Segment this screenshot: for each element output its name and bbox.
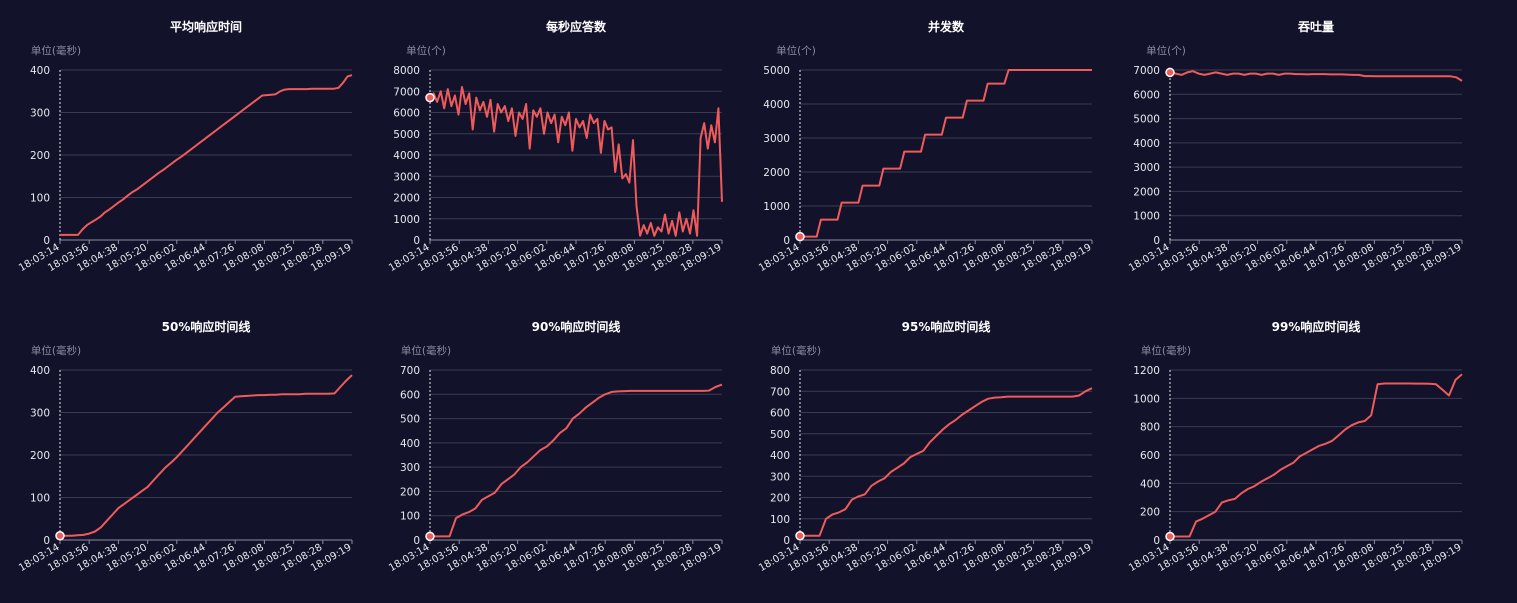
chart-5: 50%响应时间线单位(毫秒)010020030040018:03:1418:03… bbox=[17, 319, 353, 574]
y-tick-label: 1000 bbox=[1133, 211, 1160, 223]
y-tick-label: 1000 bbox=[393, 214, 420, 226]
y-tick-label: 6000 bbox=[1133, 89, 1160, 101]
y-tick-label: 600 bbox=[1140, 450, 1160, 462]
series-line bbox=[1170, 373, 1463, 538]
y-tick-label: 3000 bbox=[393, 171, 420, 183]
y-tick-label: 600 bbox=[400, 389, 420, 401]
y-tick-label: 7000 bbox=[1133, 65, 1160, 77]
y-tick-label: 0 bbox=[783, 235, 790, 247]
y-tick-label: 300 bbox=[30, 108, 50, 120]
y-tick-label: 5000 bbox=[393, 129, 420, 141]
chart-unit: 单位(毫秒) bbox=[401, 344, 451, 357]
y-tick-label: 100 bbox=[400, 511, 420, 523]
chart-7: 95%响应时间线单位(毫秒)01002003004005006007008001… bbox=[757, 319, 1093, 574]
y-tick-label: 400 bbox=[30, 365, 50, 377]
y-tick-label: 800 bbox=[1140, 422, 1160, 434]
chart-title: 平均响应时间 bbox=[170, 19, 242, 34]
y-tick-label: 2000 bbox=[393, 193, 420, 205]
y-tick-label: 1000 bbox=[1133, 393, 1160, 405]
chart-title: 50%响应时间线 bbox=[162, 319, 251, 334]
y-tick-label: 0 bbox=[783, 535, 790, 547]
y-tick-label: 6000 bbox=[393, 108, 420, 120]
series-line bbox=[60, 374, 353, 537]
y-tick-label: 4000 bbox=[393, 150, 420, 162]
y-tick-label: 500 bbox=[400, 414, 420, 426]
y-tick-label: 800 bbox=[770, 365, 790, 377]
y-tick-label: 400 bbox=[1140, 478, 1160, 490]
y-tick-label: 2000 bbox=[1133, 186, 1160, 198]
y-tick-label: 200 bbox=[1140, 507, 1160, 519]
y-tick-label: 100 bbox=[770, 514, 790, 526]
chart-unit: 单位(个) bbox=[776, 44, 816, 57]
chart-3: 并发数单位(个)01000200030004000500018:03:1418:… bbox=[757, 19, 1093, 274]
chart-title: 吞吐量 bbox=[1298, 19, 1334, 34]
y-tick-label: 700 bbox=[770, 386, 790, 398]
start-point-marker bbox=[55, 531, 65, 541]
y-tick-label: 400 bbox=[400, 438, 420, 450]
y-tick-label: 4000 bbox=[1133, 138, 1160, 150]
y-tick-label: 300 bbox=[770, 471, 790, 483]
chart-title: 95%响应时间线 bbox=[902, 319, 991, 334]
y-tick-label: 500 bbox=[770, 429, 790, 441]
start-point-marker bbox=[1165, 531, 1175, 542]
y-tick-label: 3000 bbox=[763, 133, 790, 145]
y-tick-label: 400 bbox=[770, 450, 790, 462]
y-tick-label: 100 bbox=[30, 193, 50, 205]
y-tick-label: 0 bbox=[413, 535, 420, 547]
series-line bbox=[429, 86, 723, 237]
y-tick-label: 200 bbox=[30, 450, 50, 462]
y-tick-label: 700 bbox=[400, 365, 420, 377]
y-tick-label: 200 bbox=[400, 486, 420, 498]
y-tick-label: 0 bbox=[1153, 535, 1160, 547]
y-tick-label: 5000 bbox=[1133, 114, 1160, 126]
chart-1: 平均响应时间单位(毫秒)010020030040018:03:1418:03:5… bbox=[17, 19, 353, 274]
start-point-marker bbox=[795, 231, 805, 242]
chart-title: 90%响应时间线 bbox=[532, 319, 621, 334]
y-tick-label: 1000 bbox=[763, 201, 790, 213]
y-tick-label: 5000 bbox=[763, 65, 790, 77]
series-line bbox=[800, 69, 1092, 238]
chart-unit: 单位(个) bbox=[406, 44, 446, 57]
y-tick-label: 8000 bbox=[393, 65, 420, 77]
chart-unit: 单位(毫秒) bbox=[31, 44, 81, 57]
y-tick-label: 0 bbox=[43, 235, 50, 247]
y-tick-label: 200 bbox=[30, 150, 50, 162]
chart-8: 99%响应时间线单位(毫秒)02004006008001000120018:03… bbox=[1127, 319, 1463, 574]
start-point-marker bbox=[1165, 67, 1175, 78]
chart-4: 吞吐量单位(个)0100020003000400050006000700018:… bbox=[1127, 19, 1463, 274]
y-tick-label: 0 bbox=[43, 535, 50, 547]
series-line bbox=[1169, 70, 1463, 82]
y-tick-label: 3000 bbox=[1133, 162, 1160, 174]
chart-unit: 单位(毫秒) bbox=[31, 344, 81, 357]
chart-unit: 单位(毫秒) bbox=[1141, 344, 1191, 357]
series-line bbox=[60, 74, 353, 236]
start-point-marker bbox=[795, 531, 805, 541]
y-tick-label: 200 bbox=[770, 493, 790, 505]
series-line bbox=[800, 387, 1093, 537]
chart-6: 90%响应时间线单位(毫秒)010020030040050060070018:0… bbox=[387, 319, 723, 574]
start-point-marker bbox=[425, 92, 435, 103]
y-tick-label: 2000 bbox=[763, 167, 790, 179]
y-tick-label: 600 bbox=[770, 408, 790, 420]
chart-title: 并发数 bbox=[928, 19, 965, 34]
y-tick-label: 300 bbox=[400, 462, 420, 474]
y-tick-label: 7000 bbox=[393, 86, 420, 98]
series-line bbox=[430, 383, 723, 538]
y-tick-label: 0 bbox=[413, 235, 420, 247]
y-tick-label: 0 bbox=[1153, 235, 1160, 247]
chart-title: 99%响应时间线 bbox=[1272, 319, 1361, 334]
y-tick-label: 400 bbox=[30, 65, 50, 77]
y-tick-label: 300 bbox=[30, 408, 50, 420]
y-tick-label: 4000 bbox=[763, 99, 790, 111]
chart-title: 每秒应答数 bbox=[546, 19, 607, 34]
y-tick-label: 1200 bbox=[1133, 365, 1160, 377]
chart-unit: 单位(个) bbox=[1146, 44, 1186, 57]
start-point-marker bbox=[425, 531, 435, 542]
chart-unit: 单位(毫秒) bbox=[771, 344, 821, 357]
y-tick-label: 100 bbox=[30, 493, 50, 505]
